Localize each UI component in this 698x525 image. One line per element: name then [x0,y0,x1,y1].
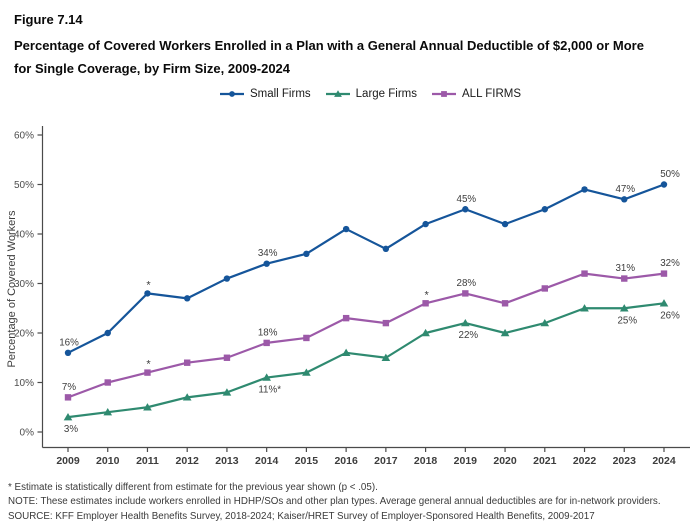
svg-text:2018: 2018 [414,455,438,467]
svg-text:28%: 28% [457,278,477,289]
footnotes: * Estimate is statistically different fr… [8,481,694,524]
svg-text:3%: 3% [64,424,78,435]
svg-text:2017: 2017 [374,455,398,467]
legend-item-large-firms: Large Firms [325,88,417,100]
svg-text:10%: 10% [14,378,34,389]
svg-text:40%: 40% [14,230,34,241]
svg-text:16%: 16% [59,337,79,348]
footnote-significance: * Estimate is statistically different fr… [8,482,378,493]
legend-item-all-firms: ALL FIRMS [431,88,521,100]
svg-text:*: * [146,279,151,291]
svg-text:30%: 30% [14,279,34,290]
svg-text:0%: 0% [20,428,35,439]
svg-text:2014: 2014 [255,455,279,467]
legend-item-small-firms: Small Firms [219,88,311,100]
svg-text:2013: 2013 [215,455,239,467]
svg-text:11%*: 11%* [258,385,281,396]
footnote-source: SOURCE: KFF Employer Health Benefits Sur… [8,510,595,522]
svg-text:Percentage of Covered Workers: Percentage of Covered Workers [6,210,18,367]
svg-text:22%: 22% [459,330,479,341]
svg-text:2012: 2012 [176,455,200,467]
svg-text:31%: 31% [615,263,635,274]
svg-text:45%: 45% [457,194,477,205]
svg-text:2019: 2019 [454,455,478,467]
svg-text:60%: 60% [14,131,34,142]
svg-text:2009: 2009 [56,455,80,467]
all-firms-line-square-icon [432,91,457,97]
svg-text:2011: 2011 [136,455,159,467]
figure-label: Figure 7.14 [14,12,83,27]
svg-text:2023: 2023 [613,455,637,467]
svg-text:2016: 2016 [334,455,358,467]
svg-text:25%: 25% [617,315,637,326]
small-firms-line-circle-icon [219,91,244,97]
svg-text:18%: 18% [258,327,278,338]
svg-text:50%: 50% [14,180,34,191]
large-firms-line-triangle-icon [325,90,350,97]
svg-text:20%: 20% [14,329,34,340]
svg-text:2024: 2024 [652,455,676,467]
legend-label-large-firms: Large Firms [355,88,418,100]
legend-label-small-firms: Small Firms [249,88,311,100]
legend-label-all-firms: ALL FIRMS [462,88,522,100]
svg-text:2015: 2015 [295,455,319,467]
footnote-note: NOTE: These estimates include workers en… [8,496,661,508]
chart-title: Percentage of Covered Workers Enrolled i… [14,38,644,76]
svg-text:32%: 32% [660,258,680,269]
svg-text:*: * [146,359,151,371]
svg-text:2010: 2010 [96,455,120,467]
svg-text:2020: 2020 [493,455,517,467]
svg-text:7%: 7% [62,382,76,393]
svg-text:*: * [424,289,429,301]
svg-text:50%: 50% [660,169,680,180]
svg-text:47%: 47% [615,184,635,195]
svg-text:2021: 2021 [533,455,557,467]
svg-text:26%: 26% [660,310,680,321]
svg-text:34%: 34% [258,248,278,259]
chart-legend: Small Firms Large Firms ALL FIRMS [0,88,698,100]
line-chart: 0% 10% 20% 30% 40% 50% 60% 2009 2010 2011 2012 2013… [6,126,690,467]
svg-text:2022: 2022 [573,455,597,467]
